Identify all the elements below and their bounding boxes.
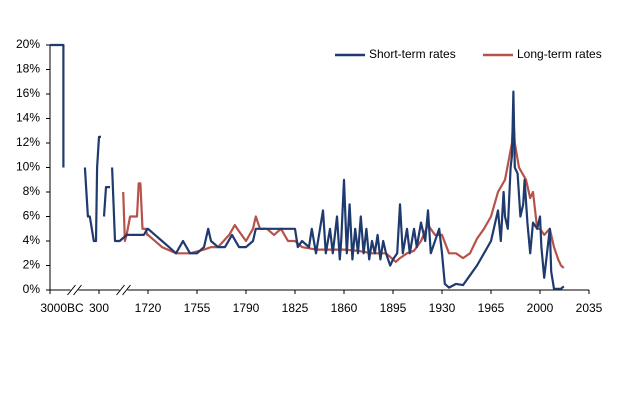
y-tick-label: 14% (16, 111, 40, 125)
x-tick-label: 1790 (233, 301, 260, 315)
x-tick-label: 3000BC (40, 301, 84, 315)
x-tick-label: 1895 (380, 301, 407, 315)
y-tick-label: 18% (16, 62, 40, 76)
legend-label: Short-term rates (369, 47, 456, 61)
x-tick-label: 2000 (527, 301, 554, 315)
legend-label: Long-term rates (517, 47, 602, 61)
x-tick-label: 1860 (331, 301, 358, 315)
axis-break (73, 284, 82, 296)
y-tick-label: 16% (16, 86, 40, 100)
x-tick-label: 2035 (576, 301, 603, 315)
axis-break-gap (70, 284, 79, 296)
y-tick-label: 8% (23, 184, 41, 198)
x-tick-label: 1720 (135, 301, 162, 315)
series-line (50, 43, 565, 290)
x-tick-label: 300 (89, 301, 109, 315)
y-tick-label: 10% (16, 160, 40, 174)
x-tick-label: 1825 (282, 301, 309, 315)
axis-break (67, 284, 76, 296)
y-tick-label: 12% (16, 135, 40, 149)
series-line (122, 117, 565, 269)
y-tick-label: 0% (23, 282, 41, 296)
y-tick-label: 4% (23, 233, 41, 247)
axis-break-gap (119, 284, 128, 296)
x-tick-label: 1930 (429, 301, 456, 315)
x-tick-label: 1755 (184, 301, 211, 315)
y-tick-label: 2% (23, 258, 41, 272)
y-tick-label: 6% (23, 209, 41, 223)
axis-break (122, 284, 131, 296)
axis-break (116, 284, 125, 296)
y-tick-label: 20% (16, 37, 40, 51)
x-tick-label: 1965 (478, 301, 505, 315)
